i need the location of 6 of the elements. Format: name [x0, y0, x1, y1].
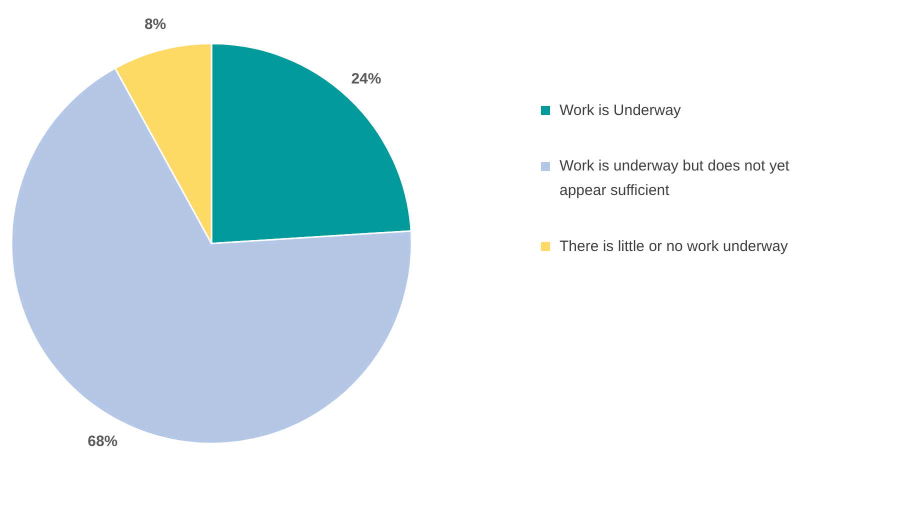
legend-label: Work is underway but does not yet appear sufficient — [560, 158, 790, 200]
legend-label: Work is Underway — [560, 102, 682, 119]
legend-label: There is little or no work underway — [560, 238, 788, 255]
data-label: 24% — [351, 70, 382, 88]
data-label: 8% — [144, 16, 166, 34]
data-label: 68% — [88, 433, 118, 450]
